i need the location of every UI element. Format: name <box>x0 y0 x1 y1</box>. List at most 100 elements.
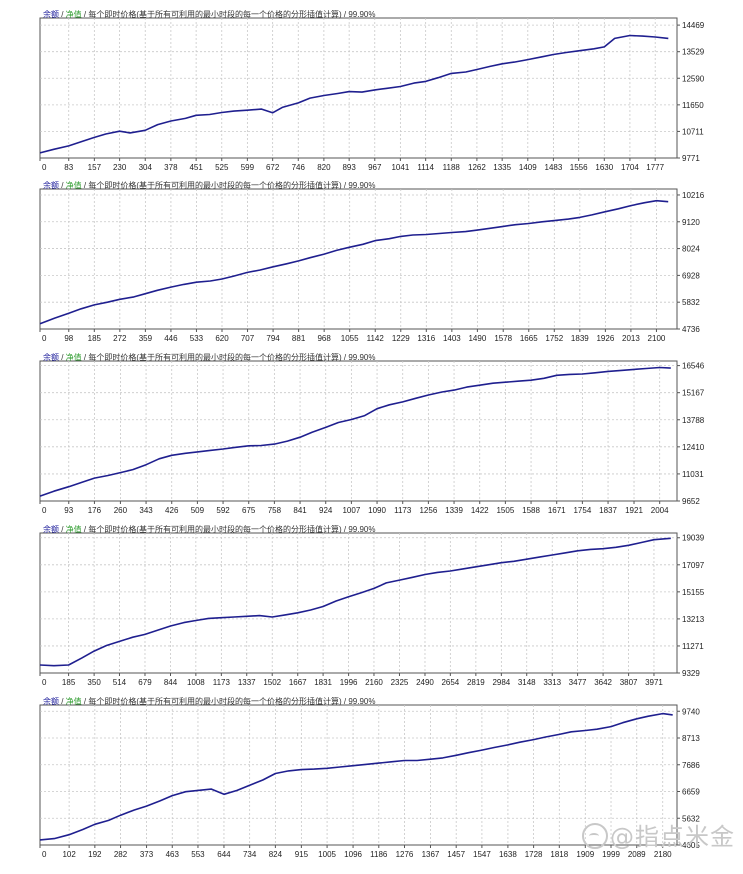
x-tick-label: 672 <box>266 163 280 172</box>
watermark: @指点米金 <box>582 817 735 852</box>
x-tick-label: 1256 <box>419 506 437 515</box>
y-tick-label: 6659 <box>682 788 700 797</box>
chart-legend: 余额 / 净值 / 每个即时价格(基于所有可利用的最小时段的每一个价格的分形插值… <box>43 180 375 191</box>
y-tick-label: 8024 <box>682 245 700 254</box>
legend-separator: / <box>59 181 66 190</box>
x-tick-label: 1588 <box>522 506 540 515</box>
x-tick-label: 734 <box>243 850 257 859</box>
x-tick-label: 93 <box>64 506 73 515</box>
y-tick-label: 19039 <box>682 534 705 543</box>
circle-logo-icon <box>582 823 608 849</box>
y-tick-label: 10711 <box>682 127 704 136</box>
y-tick-label: 17097 <box>682 561 705 570</box>
x-tick-label: 185 <box>62 678 76 687</box>
x-tick-label: 599 <box>241 163 255 172</box>
x-tick-label: 1505 <box>496 506 514 515</box>
legend-separator: / <box>59 353 66 362</box>
y-tick-label: 5832 <box>682 298 700 307</box>
x-tick-label: 1490 <box>468 334 486 343</box>
y-tick-label: 13529 <box>682 48 705 57</box>
x-tick-label: 1409 <box>519 163 537 172</box>
x-tick-label: 794 <box>266 334 280 343</box>
x-tick-label: 2089 <box>628 850 646 859</box>
legend-balance: 余额 <box>43 10 59 19</box>
x-tick-label: 1007 <box>342 506 360 515</box>
x-tick-label: 2325 <box>391 678 409 687</box>
x-tick-label: 1008 <box>187 678 205 687</box>
x-tick-label: 1665 <box>520 334 538 343</box>
chart-legend: 余额 / 净值 / 每个即时价格(基于所有可利用的最小时段的每一个价格的分形插值… <box>43 352 375 363</box>
legend-description: 每个即时价格(基于所有可利用的最小时段的每一个价格的分形插值计算) <box>88 353 342 362</box>
y-tick-label: 11271 <box>682 642 704 651</box>
chart-panel-5: 0 102 192 282 373 463 553 644 734 824 915 1005 1096 1… <box>0 693 743 863</box>
x-tick-label: 2490 <box>416 678 434 687</box>
legend-quality: 99.90% <box>348 10 376 19</box>
x-tick-label: 675 <box>242 506 256 515</box>
legend-separator: / <box>81 525 89 534</box>
x-tick-label: 553 <box>191 850 205 859</box>
x-tick-label: 157 <box>88 163 102 172</box>
y-tick-label: 9652 <box>682 497 700 506</box>
x-tick-label: 1502 <box>263 678 281 687</box>
x-tick-label: 343 <box>139 506 153 515</box>
legend-separator: / <box>81 353 89 362</box>
x-tick-label: 3642 <box>594 678 612 687</box>
series-line <box>39 34 669 154</box>
legend-balance: 余额 <box>43 181 59 190</box>
legend-quality: 99.90% <box>348 181 376 190</box>
y-tick-label: 14469 <box>682 21 705 30</box>
legend-separator: / <box>341 697 349 706</box>
legend-equity: 净值 <box>65 697 82 706</box>
x-tick-label: 824 <box>269 850 283 859</box>
x-tick-label: 968 <box>317 334 331 343</box>
y-tick-label: 8713 <box>682 734 700 743</box>
x-tick-label: 881 <box>292 334 306 343</box>
x-tick-label: 2654 <box>441 678 459 687</box>
x-tick-label: 260 <box>114 506 128 515</box>
y-tick-label: 7686 <box>682 761 700 770</box>
y-tick-label: 15155 <box>682 588 705 597</box>
x-tick-label: 0 <box>42 163 47 172</box>
legend-separator: / <box>59 697 66 706</box>
x-tick-label: 176 <box>88 506 102 515</box>
x-tick-label: 192 <box>88 850 102 859</box>
chart-legend: 余额 / 净值 / 每个即时价格(基于所有可利用的最小时段的每一个价格的分形插值… <box>43 696 375 707</box>
x-tick-label: 463 <box>166 850 180 859</box>
legend-equity: 净值 <box>65 353 82 362</box>
x-tick-label: 1483 <box>545 163 563 172</box>
x-tick-label: 359 <box>139 334 153 343</box>
x-tick-label: 1096 <box>344 850 362 859</box>
x-tick-label: 0 <box>42 506 47 515</box>
y-tick-label: 10216 <box>682 191 705 200</box>
legend-separator: / <box>341 525 349 534</box>
x-tick-label: 1671 <box>548 506 566 515</box>
watermark-text: @指点米金 <box>610 823 735 851</box>
x-tick-label: 1055 <box>341 334 359 343</box>
x-tick-label: 1728 <box>525 850 543 859</box>
y-tick-label: 9740 <box>682 707 700 716</box>
x-tick-label: 1909 <box>576 850 594 859</box>
x-tick-label: 1229 <box>392 334 410 343</box>
x-tick-label: 915 <box>295 850 309 859</box>
x-tick-label: 1837 <box>599 506 617 515</box>
x-tick-label: 1999 <box>602 850 620 859</box>
x-tick-label: 272 <box>113 334 127 343</box>
x-tick-label: 1926 <box>596 334 614 343</box>
y-tick-label: 12590 <box>682 74 705 83</box>
x-tick-label: 1630 <box>595 163 613 172</box>
y-tick-label: 15167 <box>682 389 705 398</box>
x-tick-label: 373 <box>140 850 154 859</box>
chart-legend: 余额 / 净值 / 每个即时价格(基于所有可利用的最小时段的每一个价格的分形插值… <box>43 9 375 20</box>
x-tick-label: 1041 <box>391 163 409 172</box>
x-tick-label: 0 <box>42 334 47 343</box>
x-tick-label: 426 <box>165 506 179 515</box>
x-tick-label: 1403 <box>443 334 461 343</box>
legend-separator: / <box>59 525 66 534</box>
y-tick-label: 9771 <box>682 154 700 163</box>
x-tick-label: 1186 <box>370 850 388 859</box>
x-tick-label: 1090 <box>368 506 386 515</box>
x-tick-label: 844 <box>164 678 178 687</box>
x-tick-label: 1339 <box>445 506 463 515</box>
y-tick-label: 12410 <box>682 443 705 452</box>
legend-balance: 余额 <box>43 697 59 706</box>
